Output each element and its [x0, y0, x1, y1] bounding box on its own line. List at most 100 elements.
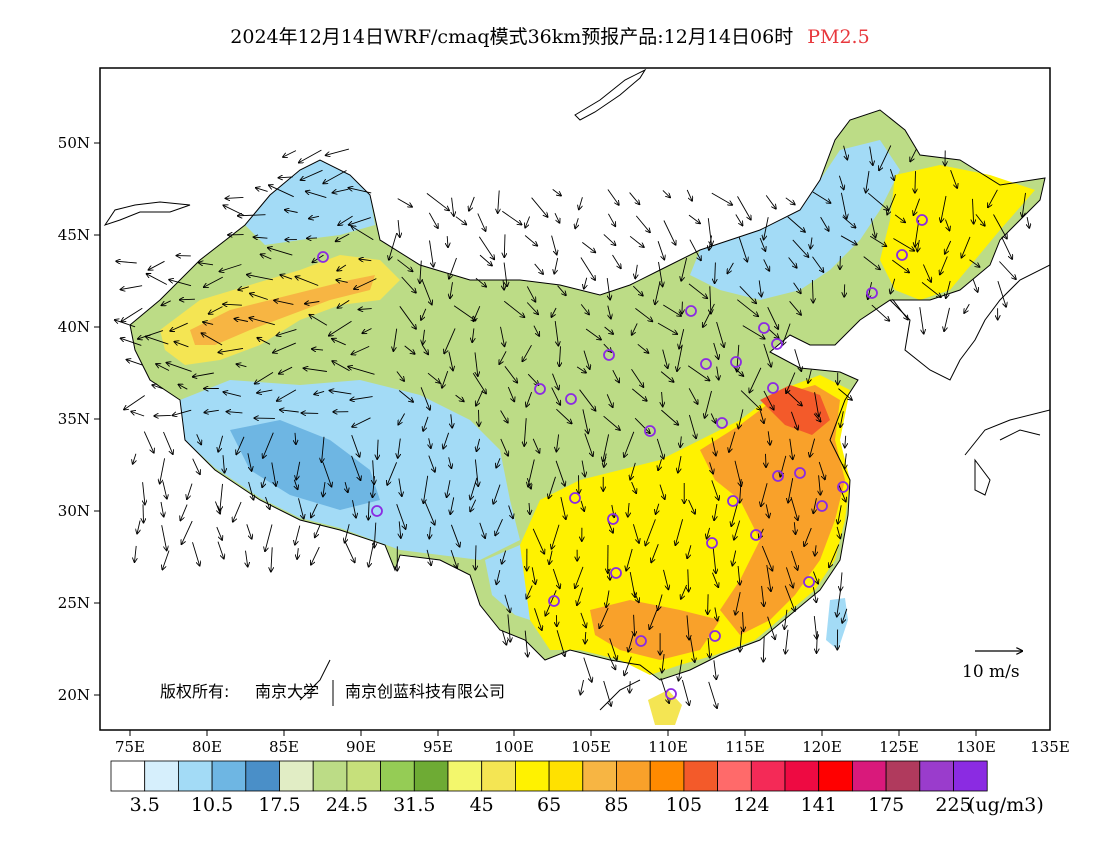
wind-arrow	[301, 169, 323, 180]
wind-arrow	[812, 256, 824, 272]
wind-arrow	[398, 390, 413, 402]
wind-arrow	[352, 500, 357, 517]
wind-arrow	[599, 607, 609, 628]
wind-arrow	[868, 192, 888, 210]
city-marker	[685, 305, 697, 317]
wind-arrow	[534, 263, 543, 274]
wind-arrow	[250, 294, 268, 300]
colorbar-swatch	[750, 760, 786, 792]
wind-arrow	[762, 585, 764, 606]
wind-arrow	[808, 369, 812, 383]
wind-arrow	[1027, 217, 1029, 228]
wind-arrow	[950, 170, 958, 188]
colorbar-label: 105	[666, 794, 702, 816]
wind-arrow	[812, 279, 813, 303]
wind-arrow	[295, 525, 301, 545]
lat-label: 40N	[58, 318, 90, 336]
region-xinjiang-orange	[190, 275, 375, 345]
wind-arrow	[444, 328, 456, 353]
wind-arrow	[203, 322, 214, 324]
wind-arrow	[609, 638, 617, 660]
wind-arrow	[845, 453, 847, 469]
wind-arrow	[135, 545, 137, 562]
wind-arrow	[451, 414, 452, 427]
wind-arrow	[450, 549, 457, 568]
wind-arrow	[296, 461, 301, 480]
wind-arrow	[354, 278, 377, 290]
wind-arrow	[163, 431, 173, 454]
wind-arrow	[470, 499, 477, 512]
wind-arrow	[295, 277, 319, 286]
wind-arrow	[399, 306, 416, 329]
wind-arrow	[479, 522, 485, 538]
wind-arrow	[532, 438, 539, 453]
wind-arrow	[449, 457, 452, 468]
wind-arrow	[628, 502, 629, 517]
city-marker	[548, 595, 560, 607]
wind-arrow	[556, 408, 571, 423]
wind-arrow	[742, 325, 765, 339]
wind-arrow	[350, 396, 373, 400]
credit-org1: 南京大学	[255, 682, 319, 701]
wind-arrow	[889, 169, 894, 180]
wind-arrow	[585, 631, 586, 644]
wind-arrow	[279, 177, 293, 178]
wind-arrow	[216, 526, 222, 540]
wind-arrow	[180, 299, 195, 300]
wind-arrow	[606, 394, 613, 407]
wind-arrow	[179, 385, 188, 390]
wind-arrow	[429, 438, 431, 448]
wind-arrow	[500, 438, 508, 456]
wind-arrow	[634, 417, 650, 433]
colorbar-swatch	[481, 760, 516, 792]
wind-arrow	[479, 254, 492, 266]
city-marker	[603, 349, 615, 361]
wind-arrow	[792, 239, 809, 257]
wind-arrow	[999, 261, 1016, 280]
lat-label: 35N	[58, 410, 90, 428]
wind-arrow	[820, 216, 829, 231]
wind-arrow	[196, 434, 202, 444]
wind-arrow	[656, 503, 659, 514]
wind-arrow	[556, 434, 558, 451]
wind-arrow	[398, 413, 405, 425]
wind-arrow	[630, 462, 636, 480]
wind-arrow	[738, 409, 744, 428]
wind-arrow	[162, 550, 170, 570]
wind-arrow	[192, 458, 200, 475]
wind-arrow	[223, 205, 245, 216]
wind-arrow	[715, 262, 716, 284]
wind-arrow	[373, 476, 375, 497]
colorbar-swatch	[582, 760, 617, 792]
wind-arrow	[420, 387, 430, 410]
wind-arrow	[581, 500, 584, 511]
wind-arrow	[660, 677, 669, 703]
wind-arrow	[315, 524, 321, 537]
wind-arrow	[345, 524, 350, 542]
wind-arrow	[962, 236, 971, 258]
region-hainan	[648, 690, 682, 725]
wind-arrow	[426, 193, 449, 210]
wind-arrow	[368, 501, 369, 519]
wind-arrow	[767, 328, 779, 339]
wind-arrow	[348, 367, 375, 375]
wind-arrow	[580, 257, 595, 281]
wind-arrow	[429, 240, 434, 267]
wind-arrow	[204, 276, 224, 287]
colorbar-swatch	[413, 760, 449, 792]
wind-arrow	[612, 369, 619, 382]
wind-arrow	[442, 370, 449, 388]
wind-arrow	[121, 307, 143, 321]
wind-arrow	[784, 585, 795, 611]
colorbar-swatch	[346, 760, 381, 792]
wind-arrow	[634, 614, 635, 636]
wind-arrow	[608, 213, 615, 226]
wind-arrow	[263, 432, 274, 458]
wind-arrow	[790, 496, 798, 520]
wind-arrow	[838, 484, 846, 501]
wind-arrow	[711, 480, 719, 500]
wind-arrow	[493, 484, 501, 504]
wind-arrow	[584, 277, 587, 289]
wind-arrow	[283, 150, 297, 157]
wind-arrow	[612, 504, 614, 517]
